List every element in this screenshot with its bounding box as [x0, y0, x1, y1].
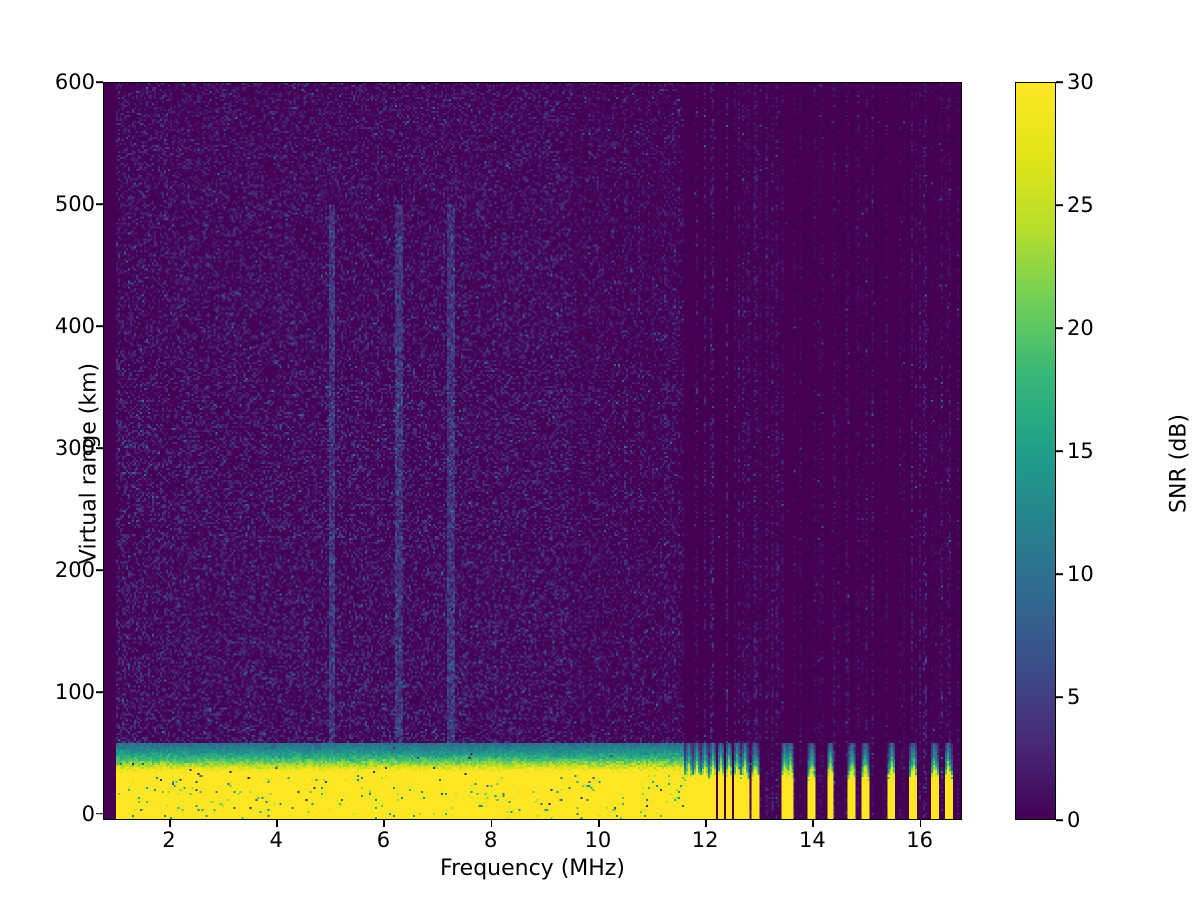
x-tick-mark [383, 820, 386, 827]
colorbar-tick-mark [1056, 450, 1063, 452]
y-tick-label: 400 [54, 313, 95, 338]
y-tick-mark [96, 569, 103, 571]
x-tick-mark [276, 820, 278, 827]
colorbar-label: SNR (dB) [1166, 414, 1192, 513]
x-tick-label: 2 [162, 828, 176, 852]
colorbar-gradient [1016, 83, 1055, 819]
x-tick-mark [168, 820, 171, 827]
colorbar-tick-label: 20 [1067, 316, 1094, 340]
heatmap-plot-area[interactable] [103, 82, 962, 820]
x-tick-label: 6 [376, 828, 391, 852]
colorbar-tick-label: 10 [1067, 562, 1094, 586]
x-tick-label: 8 [483, 828, 498, 852]
y-tick-mark [96, 691, 103, 693]
y-tick-mark [96, 81, 103, 83]
colorbar-tick-label: 5 [1067, 685, 1081, 709]
y-tick-mark [96, 813, 103, 815]
x-tick-mark [705, 820, 707, 827]
x-tick-mark [919, 820, 922, 827]
colorbar-tick-mark [1056, 204, 1063, 206]
y-tick-label: 0 [81, 801, 95, 826]
y-tick-label: 200 [54, 557, 95, 582]
colorbar-tick-label: 0 [1067, 808, 1081, 832]
colorbar-tick-mark [1056, 327, 1063, 329]
colorbar-tick-mark [1056, 696, 1063, 698]
colorbar-tick-label: 15 [1067, 439, 1094, 463]
x-axis-label: Frequency (MHz) [440, 856, 625, 881]
colorbar-tick-mark [1056, 81, 1063, 83]
y-tick-label: 300 [54, 435, 95, 460]
colorbar-tick-label: 30 [1067, 70, 1094, 94]
y-tick-mark [96, 325, 103, 327]
ionogram-heatmap [104, 83, 961, 819]
x-tick-mark [490, 820, 493, 827]
x-tick-label: 14 [799, 828, 826, 852]
x-tick-label: 4 [269, 828, 283, 852]
y-tick-label: 100 [54, 679, 95, 704]
colorbar[interactable] [1015, 82, 1056, 820]
x-tick-mark [597, 820, 600, 827]
y-tick-label: 500 [54, 191, 95, 216]
y-tick-mark [96, 447, 103, 449]
y-tick-label: 600 [54, 70, 95, 94]
x-tick-mark [812, 820, 814, 827]
colorbar-tick-mark [1056, 819, 1063, 821]
colorbar-tick-mark [1056, 573, 1063, 575]
x-tick-label: 10 [584, 828, 612, 852]
x-tick-label: 12 [691, 828, 719, 852]
x-tick-label: 16 [906, 828, 933, 852]
y-tick-mark [96, 203, 103, 205]
colorbar-tick-label: 25 [1067, 193, 1094, 217]
